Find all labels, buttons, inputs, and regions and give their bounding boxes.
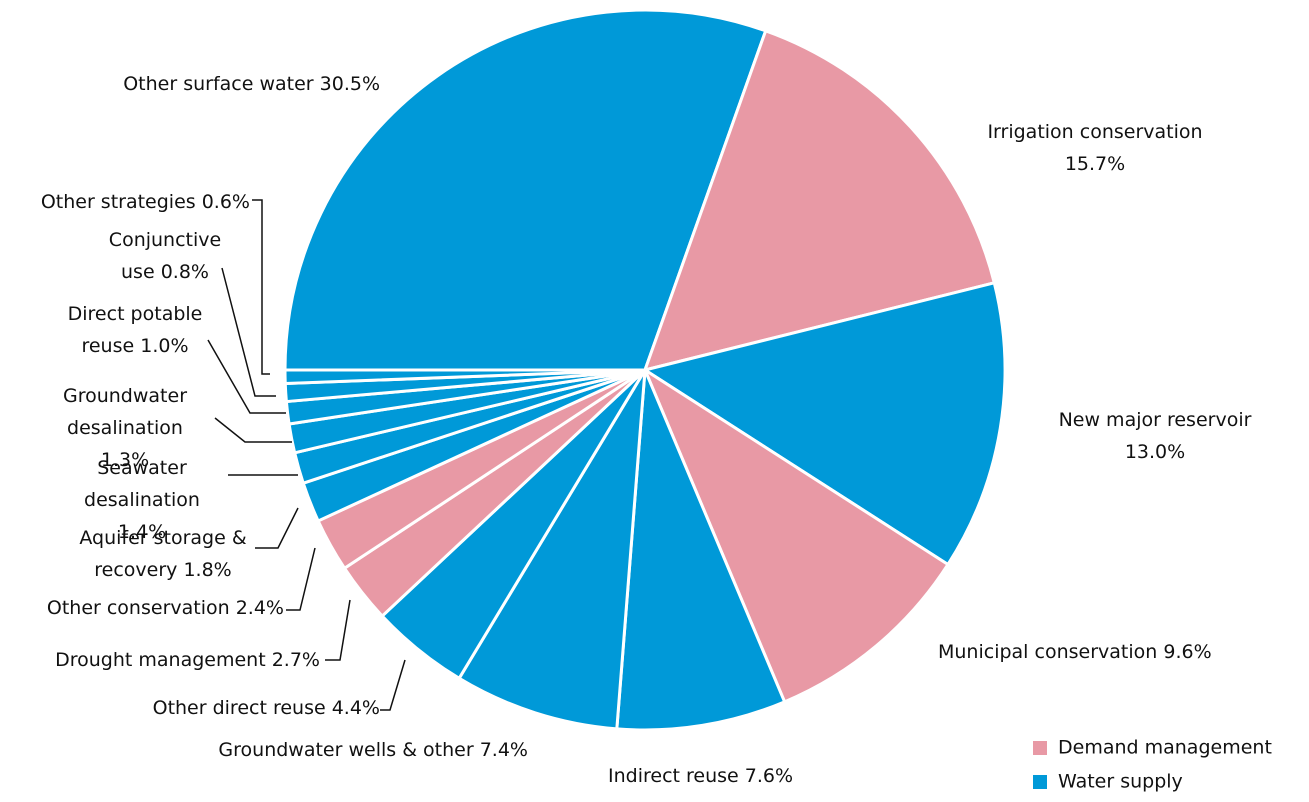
legend-swatch xyxy=(1033,741,1047,755)
pie-slice xyxy=(283,368,647,386)
slice-label: Groundwater desalination 1.3% xyxy=(40,380,210,476)
category-label: Other conservation xyxy=(46,597,230,619)
category-label: Municipal conservation xyxy=(938,641,1158,663)
pie-slice xyxy=(615,368,787,732)
value-label: 7.6% xyxy=(744,765,794,787)
slice-label: Irrigation conservation 15.7% xyxy=(975,116,1215,180)
value-label: 9.6% xyxy=(1163,641,1212,663)
value-label: 2.4% xyxy=(235,597,284,619)
leader-line xyxy=(286,547,316,611)
category-label: Drought management xyxy=(55,649,266,671)
category-label: New major reservoir xyxy=(1058,409,1252,431)
value-label: 1.3% xyxy=(100,449,150,471)
value-label: 15.7% xyxy=(1064,153,1126,175)
value-label: 7.4% xyxy=(479,739,528,761)
slice-label: Aquifer storage & recovery 1.8% xyxy=(68,522,258,586)
leader-line xyxy=(207,339,286,414)
slice-label: Indirect reuse 7.6% xyxy=(608,760,908,792)
value-label: 4.4% xyxy=(331,697,380,719)
category-label: Groundwater wells & other xyxy=(218,739,474,761)
category-label: Conjunctive use xyxy=(108,229,222,283)
pie-slice xyxy=(643,368,950,704)
legend-label: Demand management xyxy=(1058,737,1272,759)
category-label: Other direct reuse xyxy=(152,697,326,719)
slice-label: Groundwater wells & other 7.4% xyxy=(160,734,528,766)
legend-swatch xyxy=(1033,775,1047,789)
category-label: Groundwater desalination xyxy=(62,385,188,439)
category-label: Seawater desalination xyxy=(84,457,200,511)
slice-label: Conjunctive use 0.8% xyxy=(105,224,225,288)
pie-slice xyxy=(283,8,768,372)
value-label: 1.4% xyxy=(117,521,167,543)
slice-label: Seawater desalination 1.4% xyxy=(57,452,227,548)
value-label: 1.0% xyxy=(140,335,189,357)
pie-slice xyxy=(643,29,996,372)
value-label: 13.0% xyxy=(1124,441,1186,463)
category-label: Other strategies xyxy=(40,191,196,213)
value-label: 2.7% xyxy=(271,649,320,671)
slice-label: Municipal conservation 9.6% xyxy=(938,636,1278,668)
slice-label: Other direct reuse 4.4% xyxy=(60,692,380,724)
leader-line xyxy=(380,659,406,711)
pie-slice xyxy=(457,368,647,731)
slice-label: Drought management 2.7% xyxy=(0,644,320,676)
legend-label: Water supply xyxy=(1058,771,1183,793)
slice-label: Direct potable reuse 1.0% xyxy=(55,298,215,362)
value-label: 1.8% xyxy=(183,559,232,581)
value-label: 30.5% xyxy=(319,73,380,95)
category-label: Direct potable reuse xyxy=(67,303,203,357)
category-label: Irrigation conservation xyxy=(987,121,1203,143)
slice-label: Other strategies 0.6% xyxy=(0,186,250,218)
category-label: Aquifer storage & recovery xyxy=(79,527,247,581)
value-label: 0.6% xyxy=(201,191,250,213)
leader-line xyxy=(252,199,270,375)
category-label: Other surface water xyxy=(123,73,314,95)
leader-line xyxy=(255,507,299,549)
pie-slice xyxy=(643,281,1007,566)
category-label: Indirect reuse xyxy=(608,765,739,787)
leader-line xyxy=(325,599,351,661)
leader-line xyxy=(221,267,276,397)
leader-line xyxy=(214,417,292,443)
slice-label: New major reservoir 13.0% xyxy=(1040,404,1270,468)
value-label: 0.8% xyxy=(160,261,209,283)
slice-label: Other conservation 2.4% xyxy=(0,592,284,624)
slice-label: Other surface water 30.5% xyxy=(60,68,380,100)
